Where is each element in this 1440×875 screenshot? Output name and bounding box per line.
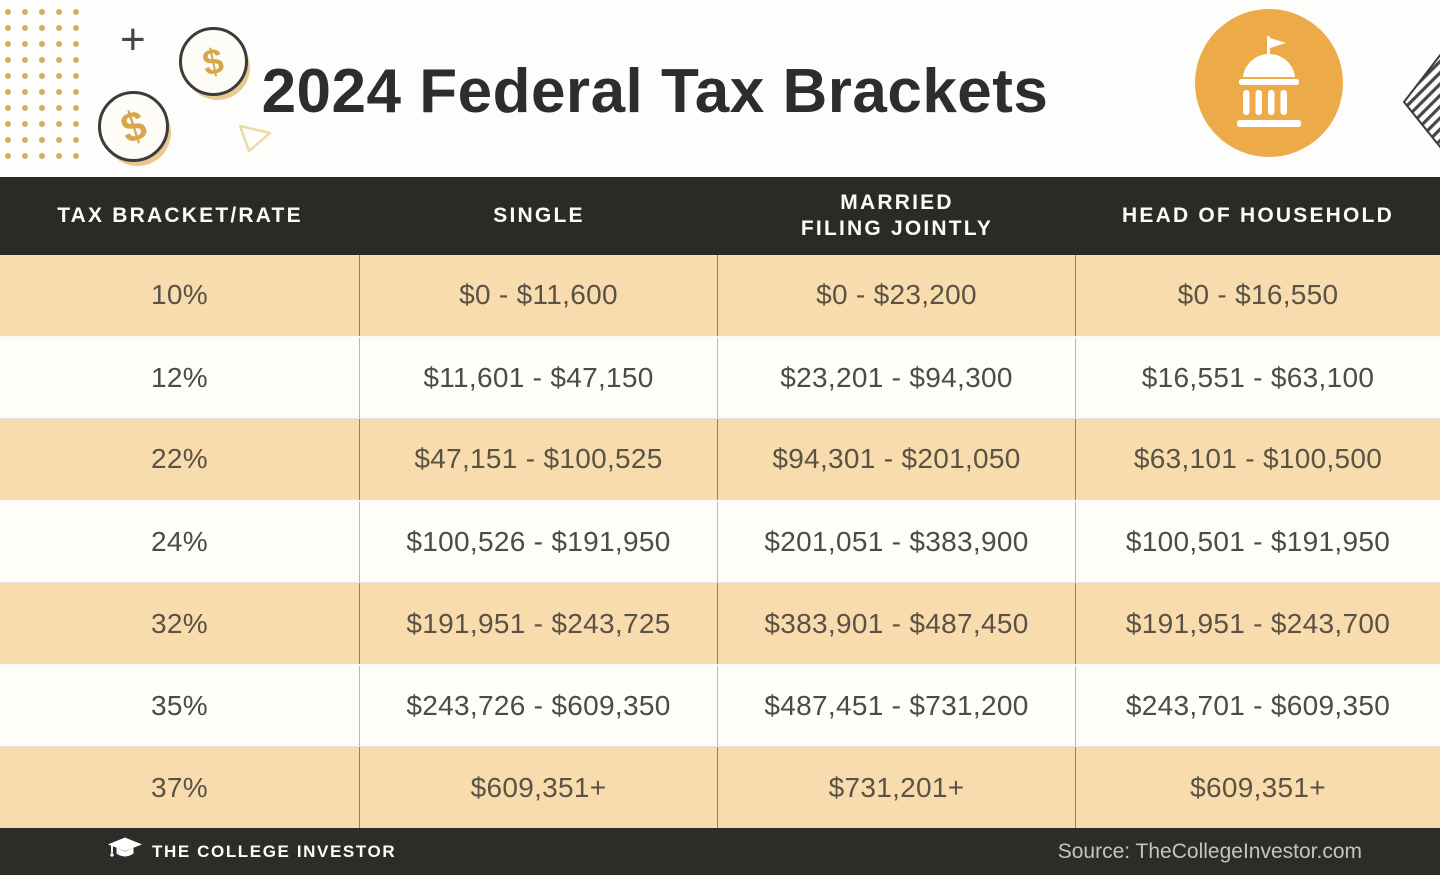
head-cell: $191,951 - $243,700 xyxy=(1125,607,1391,639)
head-cell: $100,501 - $191,950 xyxy=(1125,526,1391,558)
head-cell: $609,351+ xyxy=(1190,771,1326,803)
capitol-building-icon xyxy=(1195,9,1343,157)
head-cell: $0 - $16,550 xyxy=(1177,279,1339,311)
table-row: 22% $47,151 - $100,525 $94,301 - $201,05… xyxy=(0,419,1440,502)
table-header-row: TAX BRACKET/RATE SINGLE MARRIED FILING J… xyxy=(0,177,1440,255)
top-banner: + $ $ 2024 Federal Tax Brackets xyxy=(0,0,1440,177)
table-row: 24% $100,526 - $191,950 $201,051 - $383,… xyxy=(0,501,1440,584)
brand-logo: THE COLLEGE INVESTOR xyxy=(108,837,396,866)
table-row: 37% $609,351+ $731,201+ $609,351+ xyxy=(0,747,1440,829)
table-row: 32% $191,951 - $243,725 $383,901 - $487,… xyxy=(0,583,1440,666)
married-cell: $23,201 - $94,300 xyxy=(718,337,1076,419)
married-cell: $0 - $23,200 xyxy=(718,255,1076,336)
rate-cell: 35% xyxy=(0,665,360,747)
married-cell: $731,201+ xyxy=(718,747,1076,829)
column-header-married-line1: MARRIED xyxy=(840,190,954,214)
single-cell: $0 - $11,600 xyxy=(360,255,718,336)
table-row: 10% $0 - $11,600 $0 - $23,200 $0 - $16,5… xyxy=(0,255,1440,338)
table-row: 35% $243,726 - $609,350 $487,451 - $731,… xyxy=(0,665,1440,748)
single-cell: $47,151 - $100,525 xyxy=(360,419,718,500)
head-cell: $243,701 - $609,350 xyxy=(1125,690,1391,722)
married-cell: $201,051 - $383,900 xyxy=(718,501,1076,583)
married-cell: $383,901 - $487,450 xyxy=(718,583,1076,664)
hatched-triangle-icon xyxy=(1402,52,1440,155)
column-header-married: MARRIED FILING JOINTLY xyxy=(718,190,1076,243)
single-cell: $100,526 - $191,950 xyxy=(360,501,718,583)
footer-bar: THE COLLEGE INVESTOR Source: TheCollegeI… xyxy=(0,828,1440,875)
column-header-rate: TAX BRACKET/RATE xyxy=(57,204,303,227)
single-cell: $191,951 - $243,725 xyxy=(360,583,718,664)
rate-cell: 24% xyxy=(0,501,360,583)
graduation-cap-icon xyxy=(108,837,142,866)
column-header-single: SINGLE xyxy=(493,204,585,227)
brand-name: THE COLLEGE INVESTOR xyxy=(152,841,397,861)
table-body: 10% $0 - $11,600 $0 - $23,200 $0 - $16,5… xyxy=(0,255,1440,829)
dot-grid-pattern xyxy=(4,8,84,166)
head-cell: $16,551 - $63,100 xyxy=(1141,361,1375,393)
table-row: 12% $11,601 - $47,150 $23,201 - $94,300 … xyxy=(0,337,1440,420)
head-cell: $63,101 - $100,500 xyxy=(1133,443,1383,475)
tax-brackets-table: TAX BRACKET/RATE SINGLE MARRIED FILING J… xyxy=(0,177,1440,829)
single-cell: $243,726 - $609,350 xyxy=(360,665,718,747)
rate-cell: 10% xyxy=(0,255,360,336)
page-title: 2024 Federal Tax Brackets xyxy=(261,57,1049,126)
single-cell: $609,351+ xyxy=(360,747,718,829)
source-attribution: Source: TheCollegeInvestor.com xyxy=(1057,839,1362,863)
column-header-head: HEAD OF HOUSEHOLD xyxy=(1122,204,1394,227)
married-cell: $94,301 - $201,050 xyxy=(718,419,1076,500)
rate-cell: 22% xyxy=(0,419,360,500)
plus-icon: + xyxy=(120,15,146,64)
rate-cell: 32% xyxy=(0,583,360,664)
rate-cell: 37% xyxy=(0,747,360,829)
dollar-coin-icon: $ xyxy=(98,91,169,162)
single-cell: $11,601 - $47,150 xyxy=(360,337,718,419)
rate-cell: 12% xyxy=(0,337,360,419)
column-header-married-line2: FILING JOINTLY xyxy=(800,217,994,240)
dollar-coin-icon: $ xyxy=(179,27,248,96)
triangle-outline-icon xyxy=(237,118,273,159)
married-cell: $487,451 - $731,200 xyxy=(718,665,1076,747)
